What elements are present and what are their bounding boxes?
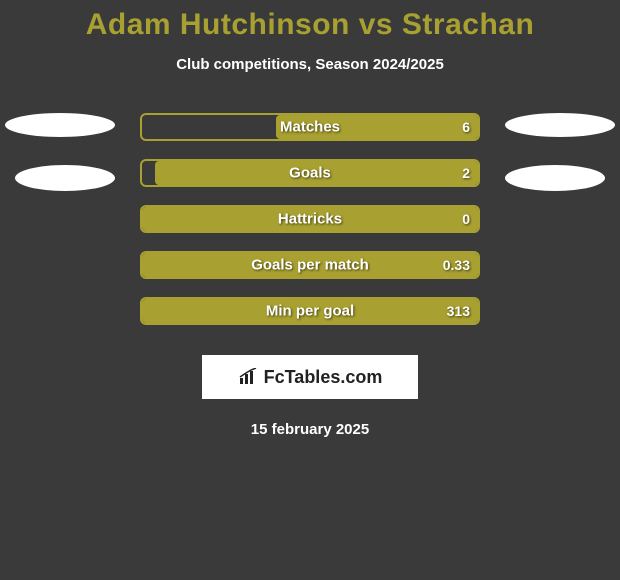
subtitle: Club competitions, Season 2024/2025 [0,56,620,73]
right-silhouette-1 [505,113,615,137]
bar-value: 0 [462,211,470,227]
stat-bar: Matches6 [140,113,480,141]
chart-area: Matches6Goals2Hattricks0Goals per match0… [0,113,620,325]
bar-label: Goals [140,165,480,182]
logo-text: FcTables.com [264,367,383,388]
stats-comparison-widget: Adam Hutchinson vs Strachan Club competi… [0,0,620,580]
bar-list: Matches6Goals2Hattricks0Goals per match0… [140,113,480,325]
left-silhouette-2 [15,165,115,191]
left-silhouette-1 [5,113,115,137]
stat-bar: Goals per match0.33 [140,251,480,279]
stat-bar: Min per goal313 [140,297,480,325]
bar-value: 0.33 [443,257,470,273]
logo-box[interactable]: FcTables.com [202,355,418,399]
bar-value: 2 [462,165,470,181]
page-title: Adam Hutchinson vs Strachan [0,8,620,42]
right-silhouette-2 [505,165,605,191]
bar-label: Min per goal [140,303,480,320]
bar-label: Matches [140,119,480,136]
bar-value: 6 [462,119,470,135]
bar-label: Hattricks [140,211,480,228]
stat-bar: Hattricks0 [140,205,480,233]
bar-label: Goals per match [140,257,480,274]
bar-value: 313 [447,303,470,319]
stat-bar: Goals2 [140,159,480,187]
footer-date: 15 february 2025 [0,421,620,438]
chart-icon [238,368,260,386]
